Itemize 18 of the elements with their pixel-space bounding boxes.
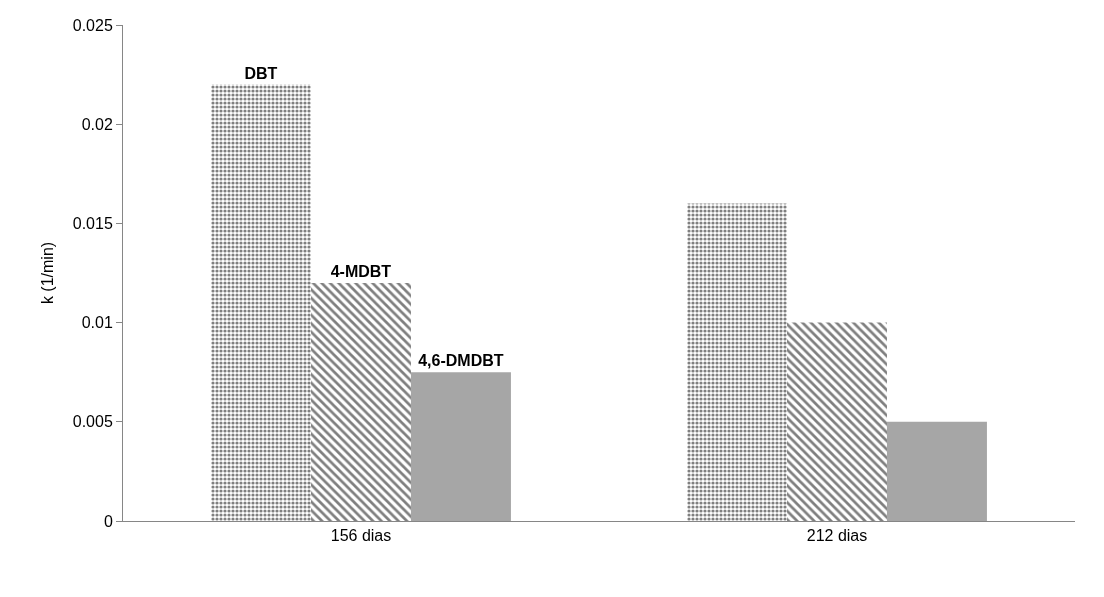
bar [410, 372, 511, 521]
series-label: 4-MDBT [330, 262, 392, 280]
bar [311, 282, 411, 521]
series-label: 4,6-DMDBT [418, 352, 504, 370]
bar [787, 322, 887, 521]
y-tick-label: 0.015 [72, 215, 113, 232]
bar [211, 84, 312, 521]
x-tick-label: 212 dias [806, 527, 868, 545]
bar [687, 203, 788, 521]
y-axis-title: k (1/min) [38, 241, 56, 305]
bar [886, 421, 987, 521]
y-tick-label: 0.02 [81, 115, 113, 133]
y-tick-label: 0.01 [81, 314, 113, 332]
y-tick-label: 0.005 [72, 413, 113, 431]
series-label: DBT [244, 64, 278, 82]
y-tick-label: 0 [103, 512, 113, 530]
x-tick-label: 156 dias [330, 527, 392, 545]
y-tick-label: 0.025 [72, 16, 113, 34]
